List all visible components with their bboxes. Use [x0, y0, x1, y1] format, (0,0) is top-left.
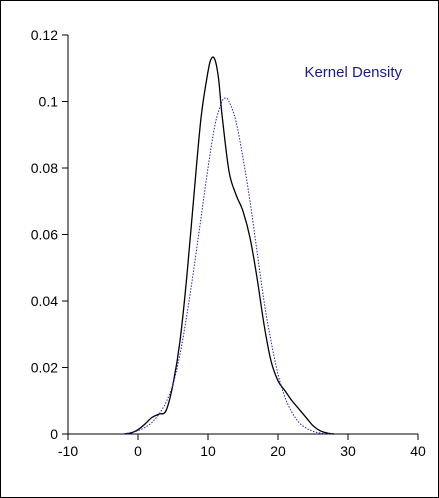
x-tick-label: 30: [340, 443, 356, 459]
x-tick-label: -10: [58, 443, 78, 459]
y-tick-label: 0: [50, 426, 58, 442]
x-tick-label: 0: [134, 443, 142, 459]
legend-label: Kernel Density: [304, 64, 402, 81]
y-tick-label: 0.1: [39, 94, 59, 110]
axes: 00.020.040.060.080.10.12-10 0 10 20 30 40: [31, 27, 426, 459]
kernel-density-series-line: [123, 56, 335, 435]
y-tick-label: 0.04: [31, 293, 58, 309]
y-tick-label: 0.12: [31, 27, 58, 43]
y-tick-label: 0.06: [31, 227, 58, 243]
x-tick-label: 10: [200, 443, 216, 459]
x-tick-label: 40: [410, 443, 426, 459]
y-tick-label: 0.02: [31, 360, 58, 376]
normal-density-series-line: [123, 97, 335, 435]
y-tick-label: 0.08: [31, 160, 58, 176]
x-tick-label: 20: [270, 443, 286, 459]
series-layer: [123, 56, 335, 435]
